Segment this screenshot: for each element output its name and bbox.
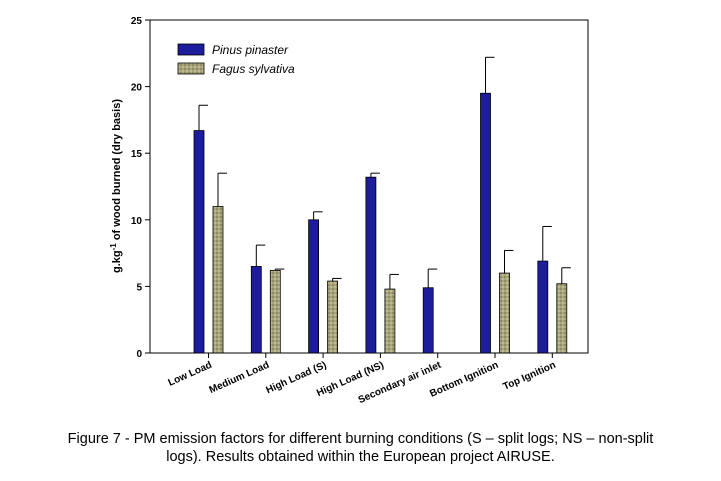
legend-swatch-fagus — [177, 62, 205, 75]
y-tick-label: 15 — [131, 149, 143, 160]
bar-fagus-sylvativa — [384, 288, 396, 354]
y-tick-label: 0 — [136, 349, 142, 360]
legend: Pinus pinaster Fagus sylvativa — [177, 43, 295, 76]
legend-swatch-pinus — [177, 43, 205, 56]
y-tick-label: 20 — [131, 83, 143, 94]
legend-label-pinus: Pinus pinaster — [212, 43, 289, 57]
bar-pinus-pinaster — [480, 92, 491, 354]
y-axis-label: g.kg-1 of wood burned (dry basis) — [109, 99, 123, 273]
bar-series-group — [193, 56, 571, 354]
caption-line-2: logs). Results obtained within the Europ… — [166, 449, 555, 465]
bar-fagus-sylvativa — [556, 283, 568, 354]
bar-fagus-sylvativa — [269, 270, 281, 354]
bar-fagus-sylvativa — [499, 272, 510, 354]
y-tick-label: 10 — [131, 216, 143, 227]
y-tick-label: 5 — [136, 282, 142, 293]
y-tick-label: 25 — [131, 16, 143, 27]
y-axis: 0 5 10 15 20 25 — [131, 16, 150, 360]
bar-pinus-pinaster — [537, 260, 549, 354]
bar-fagus-sylvativa — [327, 280, 339, 354]
x-tick-label: Top Ignition — [501, 360, 557, 393]
bar-fagus-sylvativa — [212, 206, 224, 354]
x-tick-label: Medium Load — [208, 360, 271, 396]
bar-pinus-pinaster — [250, 266, 262, 354]
x-tick-label: Low Load — [167, 360, 214, 389]
figure-caption: Figure 7 - PM emission factors for diffe… — [10, 430, 711, 466]
caption-line-1: Figure 7 - PM emission factors for diffe… — [67, 431, 654, 447]
legend-label-fagus: Fagus sylvativa — [212, 62, 295, 76]
bar-pinus-pinaster — [422, 287, 434, 354]
bar-pinus-pinaster — [365, 176, 377, 354]
bar-pinus-pinaster — [308, 219, 320, 354]
bar-pinus-pinaster — [193, 130, 205, 354]
